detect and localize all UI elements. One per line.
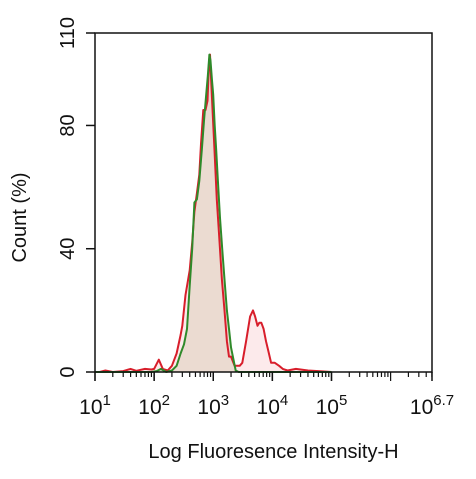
y-tick-label: 110 <box>57 17 79 49</box>
x-tick-label: 101 <box>79 392 111 419</box>
y-tick-label: 80 <box>57 114 79 136</box>
x-tick-label: 103 <box>197 392 229 419</box>
y-axis: 0 40 80 110 <box>57 17 95 378</box>
series-fills <box>95 54 332 372</box>
x-tick-label: 105 <box>316 392 348 419</box>
x-tick-label: 106.7 <box>410 392 454 419</box>
y-tick-label: 0 <box>57 366 79 377</box>
y-tick-label: 40 <box>57 238 79 260</box>
plot-frame <box>94 32 433 373</box>
x-tick-label: 104 <box>257 392 289 419</box>
series-1-line <box>99 53 332 373</box>
series-2-area <box>95 54 332 372</box>
x-axis: 101 102 103 104 105 106.7 <box>79 372 454 419</box>
x-tick-label: 102 <box>138 392 170 419</box>
y-axis-label: Count (%) <box>9 172 31 262</box>
x-axis-label: Log Fluoresence Intensity-H <box>148 441 398 463</box>
